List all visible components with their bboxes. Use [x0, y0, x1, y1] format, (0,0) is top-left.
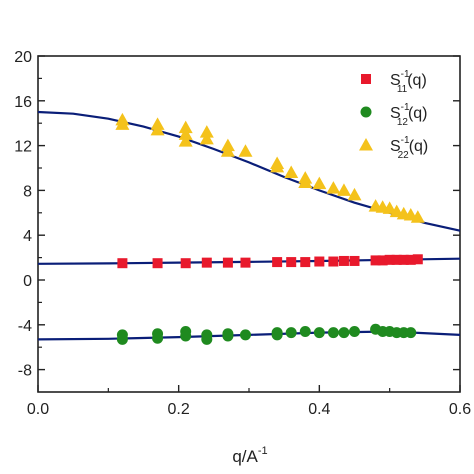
- x-tick-label: 0.4: [308, 401, 330, 418]
- square-point: [180, 258, 191, 269]
- y-tick-label: 8: [23, 183, 32, 200]
- square-point: [300, 257, 311, 268]
- y-tick-label: -8: [18, 363, 32, 380]
- circle-point: [116, 333, 128, 345]
- triangle-point: [284, 165, 299, 178]
- circle-point: [338, 327, 350, 339]
- legend-circle-icon: [360, 106, 372, 118]
- y-tick-label: 4: [23, 228, 32, 245]
- circle-point: [299, 326, 311, 338]
- square-point: [384, 254, 395, 265]
- y-tick-label: 16: [14, 94, 32, 111]
- legend-label: S-1 22(q): [390, 135, 428, 161]
- y-tick-label: -4: [18, 318, 32, 335]
- triangle-point: [326, 181, 341, 194]
- series-circle: [116, 323, 417, 345]
- square-point: [338, 255, 349, 266]
- circle-point: [271, 329, 283, 341]
- square-point: [201, 257, 212, 268]
- triangle-point: [178, 134, 193, 147]
- triangle-point: [199, 125, 214, 138]
- x-tick-label: 0.0: [27, 401, 49, 418]
- triangle-point: [178, 120, 193, 134]
- square-point: [240, 257, 251, 268]
- square-point: [222, 257, 233, 268]
- square-point: [370, 255, 381, 266]
- triangle-point: [382, 201, 397, 214]
- circle-point: [201, 333, 213, 345]
- square-point: [377, 255, 388, 266]
- circle-point: [313, 327, 325, 339]
- triangle-point: [220, 144, 235, 157]
- legend-entry: S-1 11(q): [361, 69, 427, 95]
- square-point: [314, 256, 325, 267]
- square-point: [328, 256, 339, 267]
- x-tick-label: 0.6: [449, 401, 471, 418]
- legend-entry: S-1 22(q): [359, 135, 428, 161]
- circle-point: [222, 330, 234, 342]
- square-point: [349, 255, 360, 266]
- circle-point: [152, 332, 164, 344]
- triangle-point: [115, 117, 130, 130]
- y-tick-label: 12: [14, 139, 32, 156]
- y-tick-label: 20: [14, 49, 32, 66]
- square-point: [391, 254, 402, 265]
- legend-label: S-1 11(q): [390, 69, 427, 95]
- square-point: [117, 258, 128, 269]
- circle-point: [327, 327, 339, 339]
- triangle-point: [238, 144, 253, 157]
- triangle-point: [410, 210, 425, 223]
- triangle-point: [336, 183, 351, 196]
- circle-point: [180, 330, 192, 342]
- y-tick-label: 0: [23, 273, 32, 290]
- square-point: [412, 254, 423, 265]
- legend-square-icon: [361, 74, 371, 84]
- square-point: [398, 254, 409, 265]
- legend: S-1 11(q) S-1 12(q) S-1 22(q): [359, 69, 428, 161]
- circle-point: [239, 329, 251, 341]
- series-square: [117, 254, 423, 269]
- triangle-point: [347, 187, 362, 201]
- legend-label: S-1 12(q): [390, 102, 428, 128]
- square-point: [152, 258, 163, 269]
- square-point: [272, 257, 283, 268]
- triangle-point: [178, 127, 193, 140]
- legend-entry: S-1 12(q): [360, 102, 428, 128]
- triangle-point: [270, 159, 285, 173]
- axis-ticks: 0.0 0.2 0.4 0.6 -8 -4 0 4 8 12 16 20: [14, 49, 471, 418]
- triangle-point: [312, 176, 327, 190]
- square-point: [286, 257, 297, 268]
- triangle-point: [199, 131, 214, 145]
- triangle-point: [298, 175, 313, 189]
- triangle-point: [150, 122, 165, 136]
- circle-point: [405, 327, 417, 339]
- x-tick-label: 0.2: [168, 401, 190, 418]
- data-markers: [115, 112, 425, 345]
- circle-point: [349, 326, 360, 338]
- circle-point: [285, 327, 297, 339]
- x-axis-title: q/A-1: [232, 445, 267, 466]
- series-triangle: [115, 112, 425, 223]
- legend-triangle-icon: [359, 138, 373, 151]
- square-point: [405, 254, 416, 265]
